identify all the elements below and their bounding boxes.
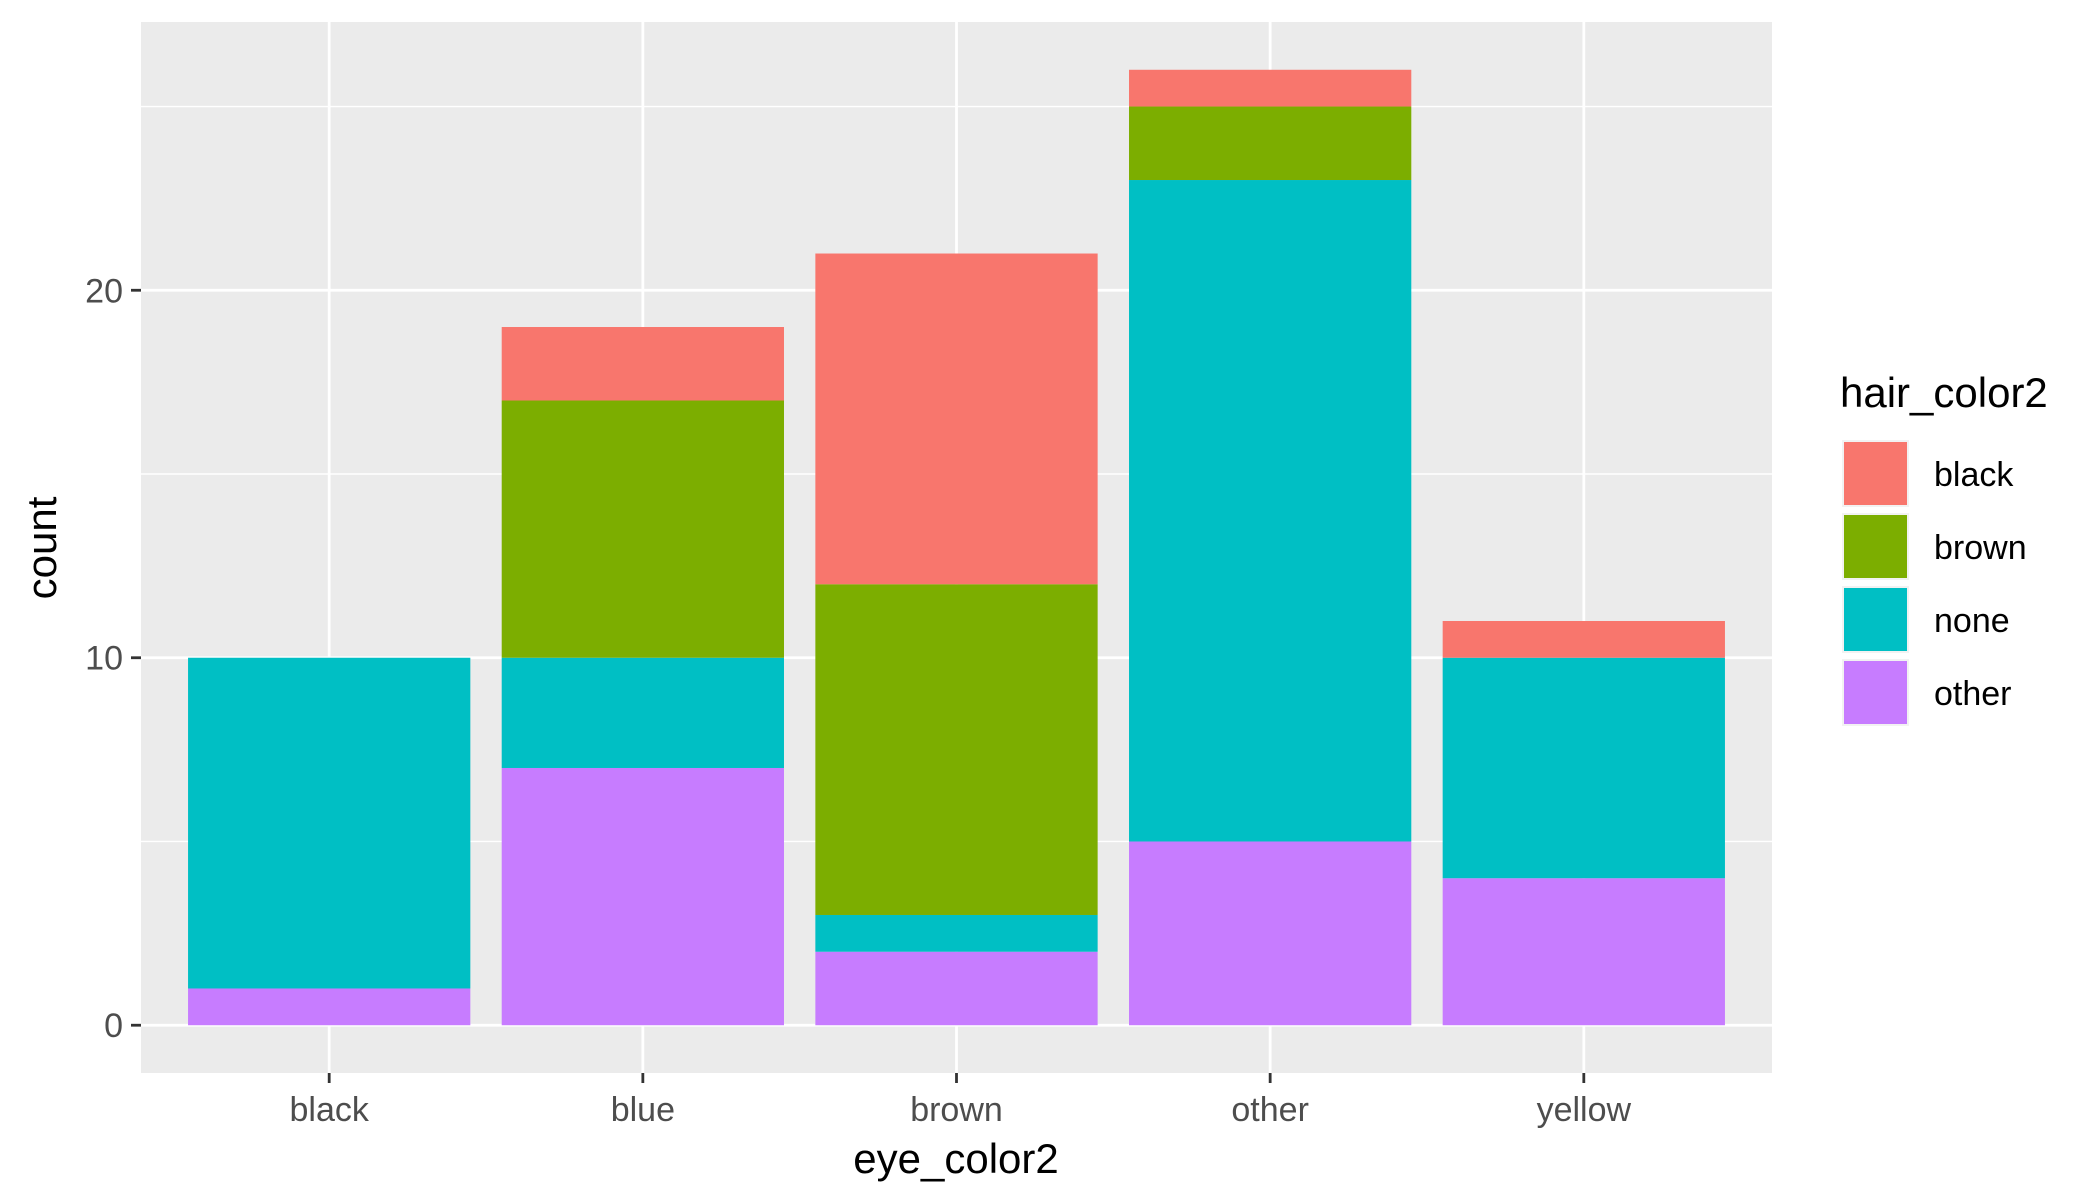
- legend-key-black: [1844, 442, 1907, 505]
- legend-label-none: none: [1934, 602, 2010, 640]
- x-axis-title: eye_color2: [853, 1135, 1058, 1182]
- x-tick-label: other: [1231, 1091, 1309, 1129]
- legend-label-brown: brown: [1934, 529, 2027, 567]
- bars: [188, 69, 1725, 1026]
- x-tick-label: yellow: [1537, 1091, 1632, 1129]
- bar-segment-other-black: [1129, 69, 1412, 107]
- legend-label-black: black: [1934, 456, 2014, 494]
- legend-key-none: [1844, 588, 1907, 651]
- bar-segment-blue-black: [501, 327, 784, 401]
- bar-segment-yellow-black: [1442, 620, 1725, 658]
- y-tick-label: 0: [104, 1007, 123, 1045]
- bar-segment-blue-other: [501, 767, 784, 1026]
- legend-label-other: other: [1934, 675, 2012, 713]
- y-axis-title: count: [18, 496, 65, 599]
- x-tick-label: blue: [611, 1091, 675, 1129]
- bar-segment-yellow-none: [1442, 657, 1725, 879]
- bar-segment-other-other: [1129, 841, 1412, 1026]
- bar-segment-yellow-other: [1442, 878, 1725, 1026]
- bar-segment-black-none: [188, 657, 471, 989]
- legend-title: hair_color2: [1840, 369, 2048, 416]
- bar-segment-other-none: [1129, 180, 1412, 842]
- bar-segment-brown-none: [815, 914, 1098, 952]
- y-tick-label: 10: [85, 640, 123, 678]
- bar-segment-blue-brown: [501, 400, 784, 658]
- x-axis: black blue brown other yellow: [290, 1073, 1632, 1129]
- bar-segment-brown-brown: [815, 584, 1098, 915]
- bar-segment-brown-black: [815, 253, 1098, 585]
- x-tick-label: black: [290, 1091, 370, 1129]
- bar-segment-other-brown: [1129, 106, 1412, 181]
- y-axis: 0 10 20: [85, 272, 141, 1045]
- x-tick-label: brown: [910, 1091, 1003, 1129]
- bar-segment-blue-none: [501, 657, 784, 768]
- y-tick-label: 20: [85, 272, 123, 310]
- legend-key-other: [1844, 661, 1907, 724]
- legend: hair_color2 black brown none other: [1840, 369, 2048, 726]
- bar-segment-black-other: [188, 988, 471, 1026]
- bar-segment-brown-other: [815, 951, 1098, 1026]
- legend-key-brown: [1844, 515, 1907, 578]
